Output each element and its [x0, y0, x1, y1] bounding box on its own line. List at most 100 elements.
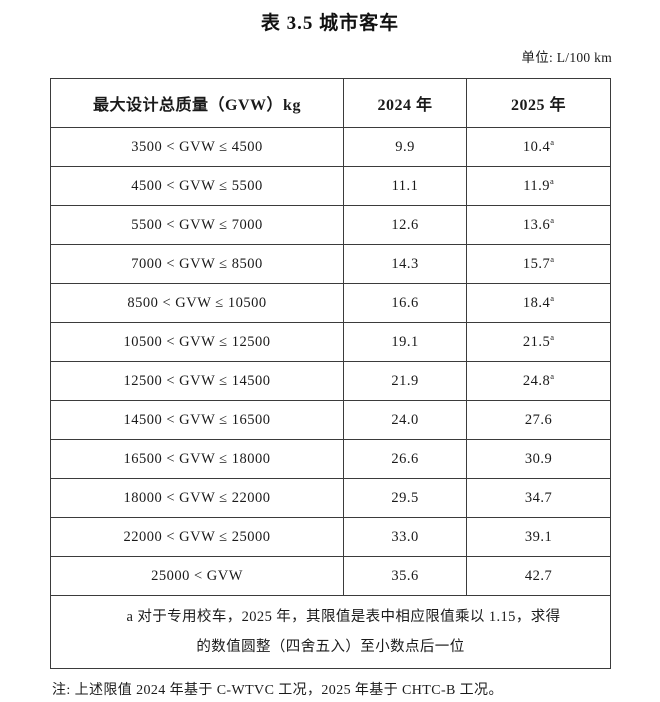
- footnote-marker: a: [550, 370, 555, 381]
- table-header: 最大设计总质量（GVW）kg 2024 年 2025 年: [50, 78, 611, 128]
- footnote-line-1: a 对于专用校车，2025 年，其限值是表中相应限值乘以 1.15，求得: [126, 609, 561, 625]
- cell-value-2025: 15.7a: [466, 244, 611, 284]
- gvw-range-text: 12500 < GVW ≤ 14500: [123, 372, 271, 389]
- value-2024-text: 24.0: [391, 411, 419, 428]
- footnote-marker: a: [550, 175, 554, 186]
- table-row: 12500 < GVW ≤ 14500 21.9 24.8a: [50, 361, 611, 401]
- cell-gvw-range: 7000 < GVW ≤ 8500: [50, 244, 344, 284]
- cell-value-2025: 10.4a: [466, 127, 611, 167]
- footnote-marker: a: [550, 331, 555, 342]
- cell-gvw-range: 3500 < GVW ≤ 4500: [50, 127, 344, 167]
- table-row: 16500 < GVW ≤ 18000 26.6 30.9: [50, 439, 611, 479]
- value-2025-text: 15.7: [522, 255, 551, 272]
- gvw-range-text: 7000 < GVW ≤ 8500: [131, 255, 263, 272]
- cell-value-2025: 21.5a: [466, 322, 611, 362]
- cell-value-2024: 21.9: [343, 361, 467, 401]
- cell-value-2024: 14.3: [343, 244, 467, 284]
- value-2025-text: 34.7: [524, 489, 553, 506]
- gvw-range-text: 8500 < GVW ≤ 10500: [127, 294, 267, 311]
- table-row: 4500 < GVW ≤ 5500 11.1 11.9a: [50, 166, 611, 206]
- table-footnote-row: a 对于专用校车，2025 年，其限值是表中相应限值乘以 1.15，求得 的数值…: [50, 595, 611, 669]
- gvw-range-text: 16500 < GVW ≤ 18000: [123, 450, 271, 467]
- cell-value-2024: 12.6: [343, 205, 467, 245]
- footnote-marker: a: [550, 136, 555, 147]
- document-page: 表 3.5 城市客车 单位: L/100 km 最大设计总质量（GVW）kg 2…: [0, 11, 660, 702]
- fuel-consumption-limits-table: 最大设计总质量（GVW）kg 2024 年 2025 年 3500 < GVW …: [50, 78, 611, 669]
- value-2025-text: 24.8: [522, 372, 551, 389]
- cell-gvw-range: 8500 < GVW ≤ 10500: [50, 283, 344, 323]
- value-2025-text: 13.6: [522, 216, 551, 233]
- table-row: 8500 < GVW ≤ 10500 16.6 18.4a: [50, 283, 611, 323]
- gvw-range-text: 22000 < GVW ≤ 25000: [123, 528, 271, 545]
- cell-value-2025: 42.7: [466, 556, 611, 596]
- cell-value-2024: 9.9: [343, 127, 467, 167]
- cell-value-2025: 34.7: [466, 478, 611, 518]
- value-2025-text: 21.5: [522, 333, 551, 350]
- table-row: 3500 < GVW ≤ 4500 9.9 10.4a: [50, 127, 611, 167]
- cell-value-2024: 16.6: [343, 283, 467, 323]
- value-2024-text: 19.1: [391, 333, 419, 350]
- cell-gvw-range: 12500 < GVW ≤ 14500: [50, 361, 344, 401]
- value-2024-text: 14.3: [391, 255, 419, 272]
- table-row: 10500 < GVW ≤ 12500 19.1 21.5a: [50, 322, 611, 362]
- value-2025-text: 27.6: [524, 411, 553, 428]
- table-footnote: a 对于专用校车，2025 年，其限值是表中相应限值乘以 1.15，求得 的数值…: [50, 595, 611, 669]
- cell-gvw-range: 22000 < GVW ≤ 25000: [50, 517, 344, 557]
- gvw-range-text: 3500 < GVW ≤ 4500: [131, 138, 263, 155]
- column-header-year-2024: 2024 年: [343, 78, 467, 128]
- cell-value-2024: 33.0: [343, 517, 467, 557]
- value-2025-text: 18.4: [522, 294, 551, 311]
- cell-gvw-range: 25000 < GVW: [50, 556, 344, 596]
- cell-gvw-range: 5500 < GVW ≤ 7000: [50, 205, 344, 245]
- footnote-marker: a: [550, 292, 555, 303]
- cell-value-2025: 11.9a: [466, 166, 611, 206]
- cell-value-2024: 19.1: [343, 322, 467, 362]
- table-row: 5500 < GVW ≤ 7000 12.6 13.6a: [50, 205, 611, 245]
- value-2024-text: 21.9: [391, 372, 419, 389]
- value-2024-text: 16.6: [391, 294, 419, 311]
- cell-value-2024: 26.6: [343, 439, 467, 479]
- value-2024-text: 9.9: [395, 138, 415, 155]
- table-row: 25000 < GVW 35.6 42.7: [50, 556, 611, 596]
- value-2024-text: 12.6: [391, 216, 419, 233]
- cell-gvw-range: 10500 < GVW ≤ 12500: [50, 322, 344, 362]
- footnote-cell: a 对于专用校车，2025 年，其限值是表中相应限值乘以 1.15，求得 的数值…: [50, 595, 611, 669]
- footnote-marker: a: [550, 253, 555, 264]
- cell-value-2025: 30.9: [466, 439, 611, 479]
- value-2025-text: 39.1: [524, 528, 553, 545]
- value-2024-text: 33.0: [391, 528, 419, 545]
- table-body: 3500 < GVW ≤ 4500 9.9 10.4a 4500 < GVW ≤ 55…: [50, 127, 611, 596]
- value-2025-text: 30.9: [524, 450, 553, 467]
- table-row: 7000 < GVW ≤ 8500 14.3 15.7a: [50, 244, 611, 284]
- value-2024-text: 35.6: [391, 567, 419, 584]
- cell-value-2025: 18.4a: [466, 283, 611, 323]
- cell-value-2025: 39.1: [466, 517, 611, 557]
- footnote-marker: a: [550, 214, 555, 225]
- cell-value-2025: 24.8a: [466, 361, 611, 401]
- gvw-range-text: 18000 < GVW ≤ 22000: [123, 489, 271, 506]
- value-2025-text: 11.9: [523, 177, 551, 194]
- value-2025-text: 10.4: [522, 138, 551, 155]
- column-header-year-2025: 2025 年: [466, 78, 611, 128]
- cell-value-2024: 35.6: [343, 556, 467, 596]
- gvw-range-text: 10500 < GVW ≤ 12500: [123, 333, 271, 350]
- cell-value-2025: 13.6a: [466, 205, 611, 245]
- table-header-row: 最大设计总质量（GVW）kg 2024 年 2025 年: [50, 78, 611, 128]
- cell-value-2024: 29.5: [343, 478, 467, 518]
- value-2024-text: 29.5: [391, 489, 419, 506]
- value-2025-text: 42.7: [524, 567, 553, 584]
- cell-value-2024: 11.1: [343, 166, 467, 206]
- table-row: 14500 < GVW ≤ 16500 24.0 27.6: [50, 400, 611, 440]
- unit-label: 单位: L/100 km: [521, 50, 612, 65]
- gvw-range-text: 25000 < GVW: [151, 567, 243, 584]
- page-title: 表 3.5 城市客车: [260, 13, 400, 34]
- table-row: 18000 < GVW ≤ 22000 29.5 34.7: [50, 478, 611, 518]
- cell-gvw-range: 16500 < GVW ≤ 18000: [50, 439, 344, 479]
- gvw-range-text: 14500 < GVW ≤ 16500: [123, 411, 271, 428]
- column-header-gvw-range: 最大设计总质量（GVW）kg: [50, 78, 344, 128]
- cell-gvw-range: 18000 < GVW ≤ 22000: [50, 478, 344, 518]
- table-row: 22000 < GVW ≤ 25000 33.0 39.1: [50, 517, 611, 557]
- cell-value-2024: 24.0: [343, 400, 467, 440]
- cell-value-2025: 27.6: [466, 400, 611, 440]
- table-note: 注: 上述限值 2024 年基于 C-WTVC 工况，2025 年基于 CHTC…: [52, 683, 503, 698]
